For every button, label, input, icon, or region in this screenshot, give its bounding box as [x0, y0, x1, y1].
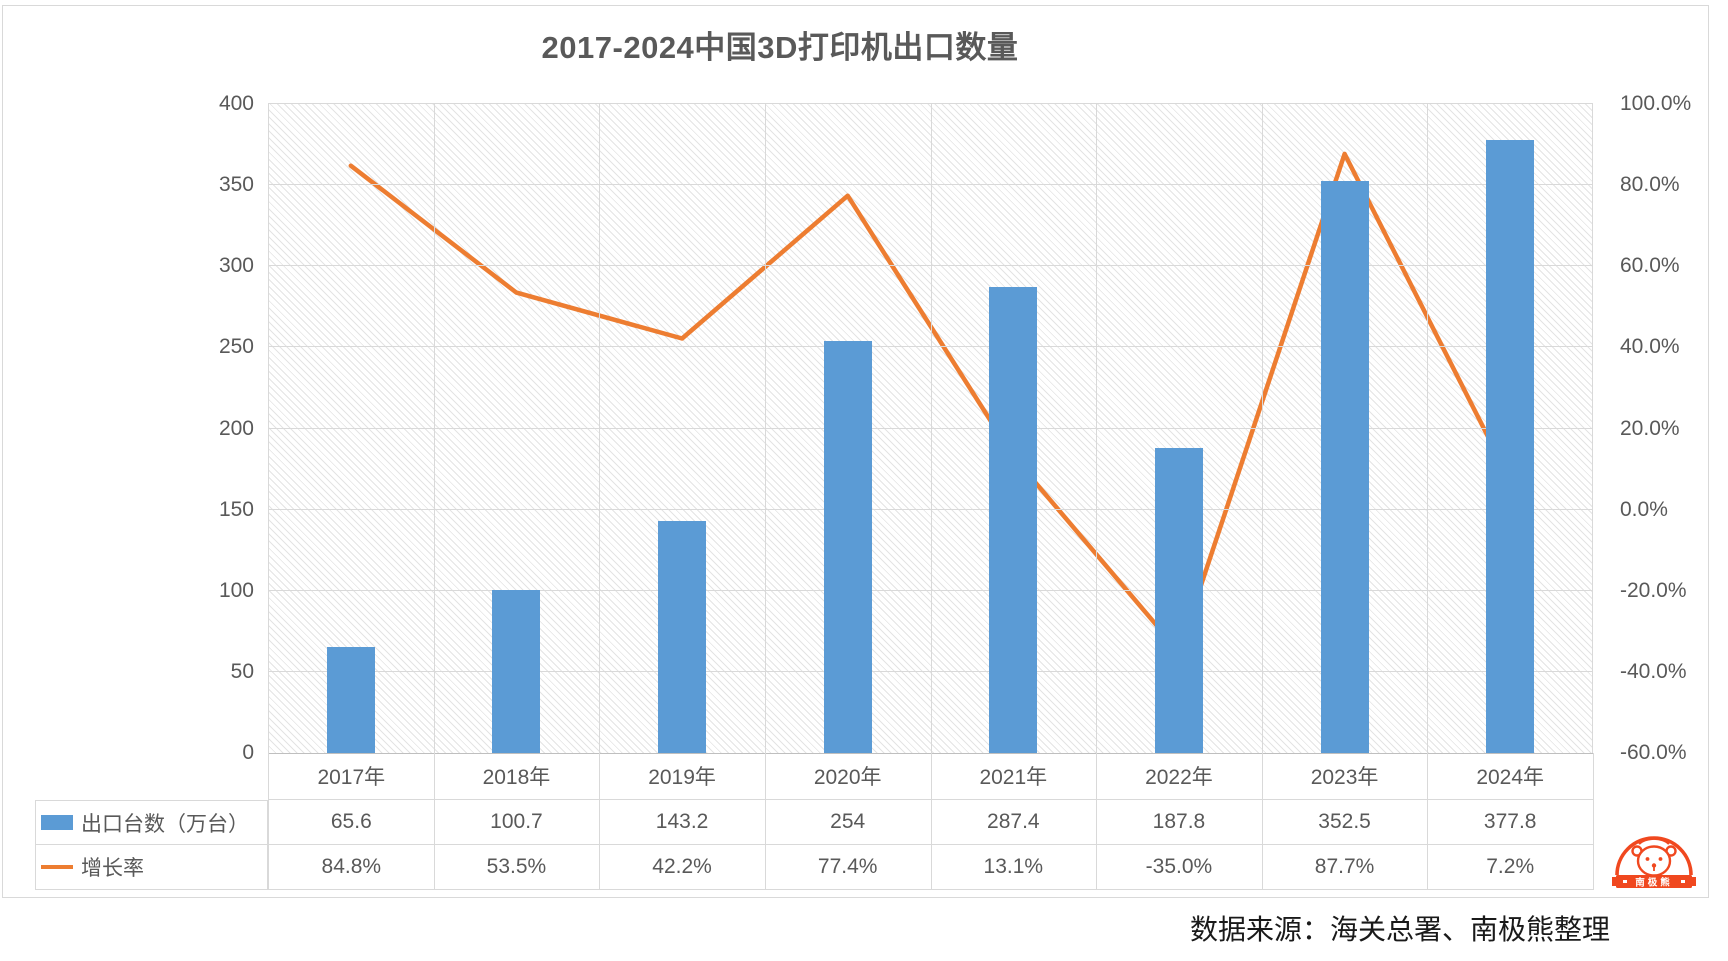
gridline-v	[434, 104, 435, 753]
logo-banner-mark-left	[1623, 880, 1627, 883]
bear-nose	[1651, 863, 1657, 868]
y-axis-label: 100	[218, 578, 254, 602]
gridline-v	[1427, 104, 1428, 753]
bar-col-1	[492, 589, 541, 753]
x-axis-label: 2018年	[433, 753, 601, 800]
bar-col-5	[1154, 448, 1203, 753]
bear-eye-left	[1645, 857, 1650, 861]
chart-title: 2017-2024中国3D打印机出口数量	[541, 30, 1019, 65]
table-cell-exports: 187.8	[1096, 800, 1263, 845]
gridline-v	[1096, 104, 1097, 753]
x-axis-label: 2022年	[1096, 753, 1263, 800]
table-cell-exports: 65.6	[268, 800, 435, 845]
bar-col-6	[1320, 181, 1369, 753]
nanjixiong-bear-logo: 南极熊	[1612, 836, 1696, 889]
gridline-h	[268, 589, 1593, 591]
y-axis-label: 300	[218, 254, 254, 278]
gridline-v	[1592, 104, 1593, 753]
y-axis-label: 250	[218, 335, 254, 359]
x-axis-label: 2024年	[1427, 753, 1594, 800]
y-axis-label: 0	[242, 741, 254, 764]
gridline-h	[268, 670, 1593, 672]
y2-axis-label: 100.0%	[1620, 92, 1692, 115]
y2-axis-label: 80.0%	[1620, 173, 1680, 197]
table-cell-growth: 53.5%	[433, 845, 601, 890]
bar-col-2	[658, 520, 707, 753]
x-axis-label: 2019年	[599, 753, 766, 800]
x-axis-label: 2021年	[930, 753, 1098, 800]
logo-banner-mark-right	[1681, 880, 1685, 883]
table-cell-exports: 143.2	[599, 800, 766, 845]
gridline-h	[268, 346, 1593, 348]
line-series-swatch	[41, 865, 73, 869]
logo-banner	[1616, 875, 1692, 888]
table-cell-growth: -35.0%	[1096, 845, 1263, 890]
table-cell-growth: 77.4%	[764, 845, 932, 890]
gridline-v	[1262, 104, 1263, 753]
table-cell-growth: 7.2%	[1427, 845, 1594, 890]
x-axis-line	[268, 753, 1593, 754]
logo-banner-tail-right	[1689, 877, 1696, 886]
table-cell-growth: 13.1%	[930, 845, 1098, 890]
logo-banner-tail-left	[1612, 877, 1619, 886]
series-name: 出口台数（万台）	[81, 812, 249, 836]
gridline-v	[931, 104, 932, 753]
gridline-h	[268, 265, 1593, 267]
plot-area	[268, 103, 1593, 754]
gridline-v	[268, 104, 269, 753]
table-cell-exports: 287.4	[930, 800, 1098, 845]
y2-axis-label: -60.0%	[1620, 741, 1687, 764]
bar-col-3	[823, 340, 872, 753]
table-cell-exports: 377.8	[1427, 800, 1594, 845]
x-axis-label: 2023年	[1261, 753, 1429, 800]
bar-col-7	[1486, 140, 1535, 753]
bar-col-0	[326, 646, 375, 753]
y2-axis-label: 20.0%	[1620, 416, 1680, 440]
series-name: 增长率	[81, 857, 144, 880]
logo-halo-arc	[1638, 837, 1670, 845]
table-cell-growth: 42.2%	[599, 845, 766, 890]
logo-banner-text: 南极熊	[1635, 877, 1673, 889]
table-cell-exports: 100.7	[433, 800, 601, 845]
y-axis-label: 350	[218, 173, 254, 197]
growth-rate-line	[348, 151, 1513, 654]
gridline-h	[268, 508, 1593, 510]
table-cell-growth: 84.8%	[268, 845, 435, 890]
legend-row-growth: 增长率	[35, 845, 268, 890]
y-axis-label: 150	[218, 497, 254, 521]
gridline-v	[599, 104, 600, 753]
gridline-h	[268, 103, 1593, 104]
table-cell-growth: 87.7%	[1261, 845, 1429, 890]
y-axis-label: 400	[218, 92, 254, 115]
gridline-h	[268, 427, 1593, 429]
y2-axis-label: -20.0%	[1620, 578, 1687, 602]
y2-axis-label: -40.0%	[1620, 659, 1687, 683]
gridline-v	[765, 104, 766, 753]
y2-axis-label: 40.0%	[1620, 335, 1680, 359]
legend-row-exports: 出口台数（万台）	[35, 800, 268, 845]
y-axis-label: 50	[230, 659, 254, 683]
table-cell-exports: 352.5	[1261, 800, 1429, 845]
y2-axis-label: 60.0%	[1620, 254, 1680, 278]
bear-face	[1636, 845, 1672, 877]
bear-eye-right	[1658, 857, 1663, 861]
y2-axis-label: 0.0%	[1620, 497, 1668, 521]
y-axis-label: 200	[218, 416, 254, 440]
table-cell-exports: 254	[764, 800, 932, 845]
growth-line-layer	[348, 151, 1513, 654]
x-axis-label: 2020年	[764, 753, 932, 800]
gridline-h	[268, 184, 1593, 186]
x-axis-label: 2017年	[268, 753, 435, 800]
source-note: 数据来源：海关总署、南极熊整理	[1189, 915, 1610, 946]
bar-col-4	[989, 286, 1038, 753]
bar-series-swatch	[41, 815, 73, 830]
